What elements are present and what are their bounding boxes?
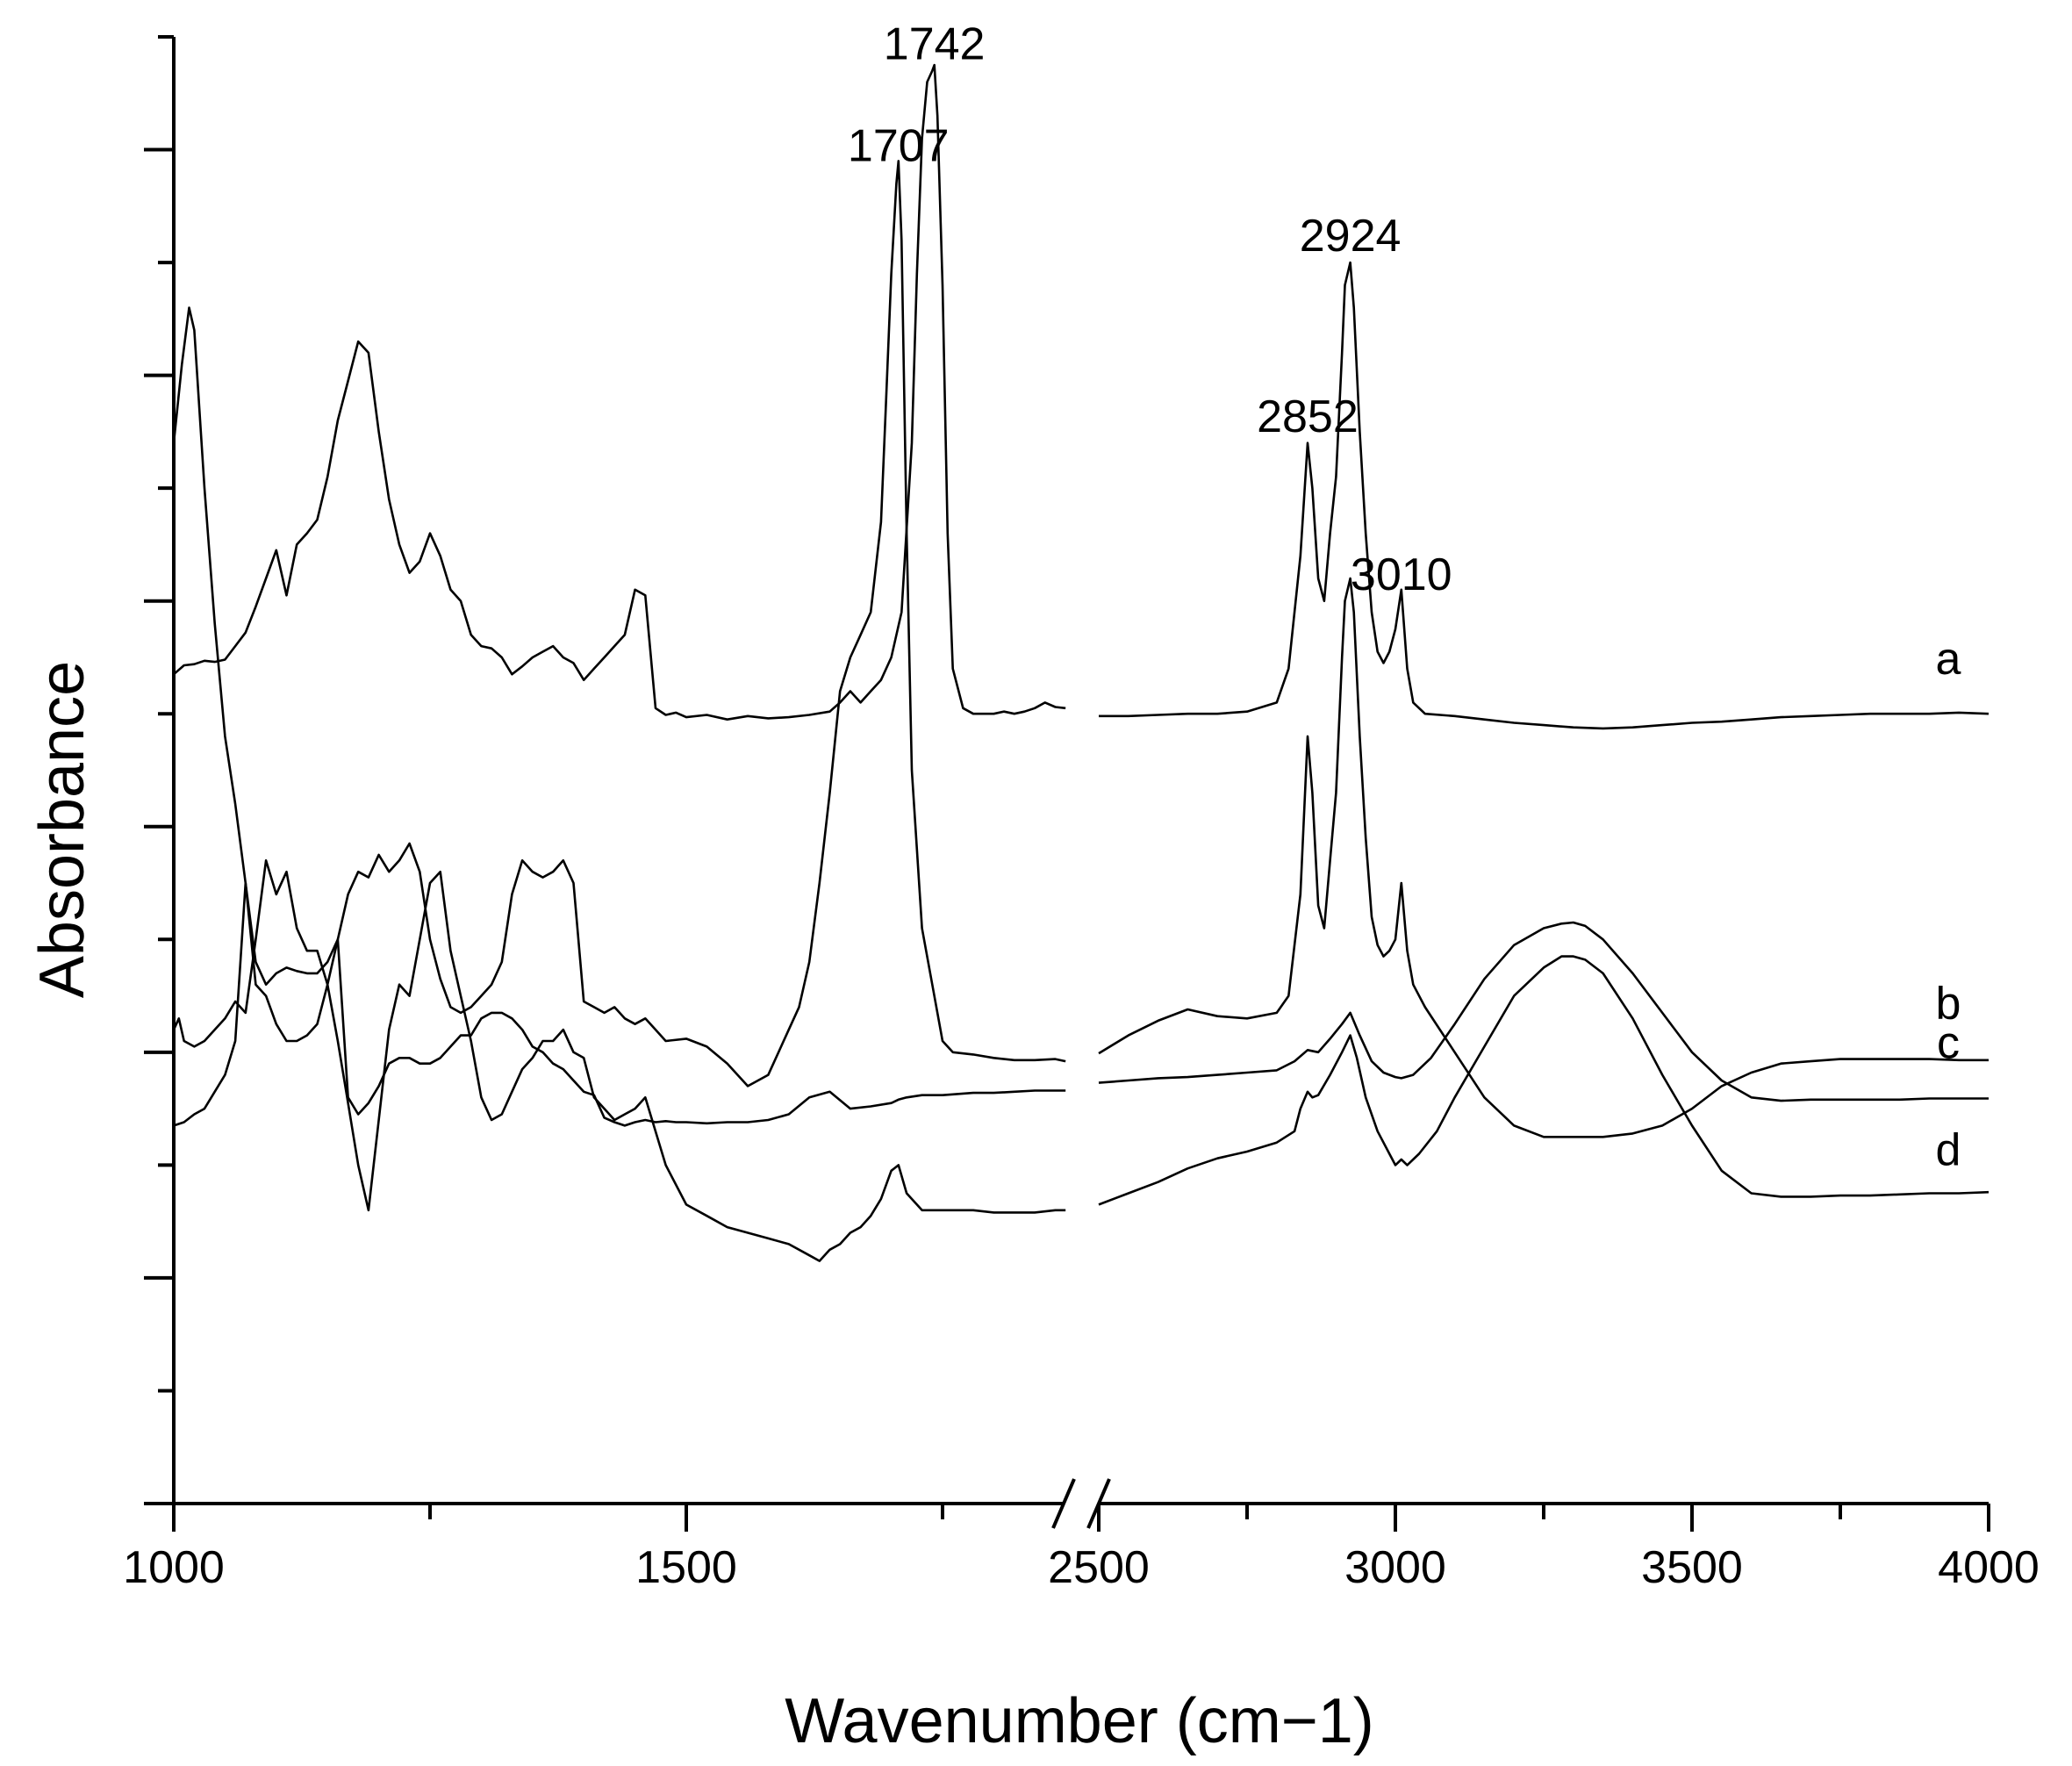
series-label-a: a — [1936, 634, 1961, 685]
x-tick-label: 3000 — [1344, 1542, 1446, 1593]
series-lines — [172, 63, 1990, 1262]
x-tick-label: 2500 — [1048, 1542, 1150, 1593]
series-label-c: c — [1937, 1017, 1960, 1068]
x-tick-label: 1500 — [635, 1542, 737, 1593]
peak-label-3010: 3010 — [1351, 549, 1452, 600]
x-tick-label: 1000 — [123, 1542, 225, 1593]
series-label-b: b — [1936, 978, 1961, 1029]
series-d-line-2 — [1098, 955, 1990, 1206]
series-b-line-2 — [1098, 577, 1989, 1138]
series-b-line-1 — [172, 160, 1066, 1088]
peak-label-1742: 1742 — [884, 19, 986, 70]
x-axis-title: Wavenumber (cm−1) — [785, 1686, 1374, 1756]
peak-label-1707: 1707 — [848, 120, 950, 171]
series-a-line-1 — [173, 63, 1066, 721]
annotations: 1000 1500 2500 3000 3500 4000 1742 1707 2924 2852… — [123, 19, 2040, 1593]
x-tick-label: 4000 — [1938, 1542, 2040, 1593]
series-a-line-2 — [1099, 261, 1990, 730]
y-axis-title: Absorbance — [27, 661, 97, 998]
peak-label-2924: 2924 — [1300, 211, 1402, 262]
series-c-line-2 — [1098, 921, 1989, 1102]
axis-break-mark-left — [1051, 1478, 1076, 1529]
series-c-line-1 — [173, 881, 1066, 1127]
series-d-line-1 — [172, 859, 1066, 1262]
axes — [144, 35, 1990, 1532]
series-label-d: d — [1936, 1124, 1961, 1175]
x-tick-label: 3500 — [1641, 1542, 1743, 1593]
peak-label-2852: 2852 — [1257, 391, 1359, 442]
